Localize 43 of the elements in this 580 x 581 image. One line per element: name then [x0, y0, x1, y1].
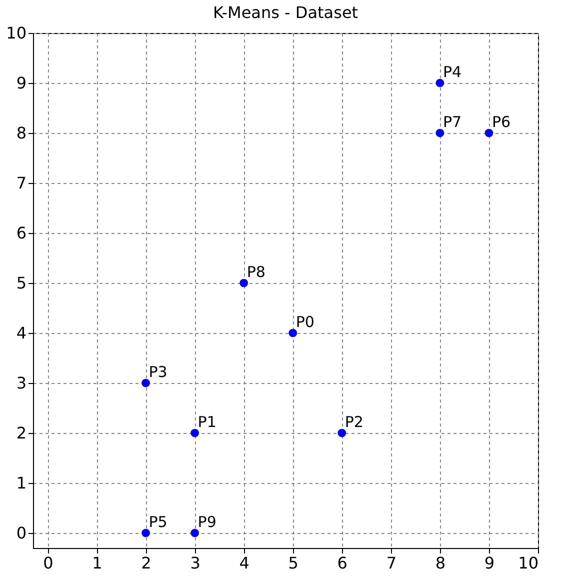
- x-tick-label: 5: [288, 554, 298, 572]
- point: [142, 528, 150, 538]
- y-tick-label: 2: [16, 424, 26, 442]
- y-tick-label: 4: [16, 324, 26, 342]
- annotation: P5: [148, 513, 168, 531]
- annotation: P4: [442, 63, 462, 81]
- annotation: P8: [246, 263, 266, 281]
- x-tick-label: 10: [518, 554, 538, 572]
- y-tick-label: 7: [16, 174, 26, 192]
- point: [288, 328, 298, 338]
- y-tick-label: 9: [16, 74, 26, 92]
- annotation: P2: [344, 413, 364, 431]
- x-tick-label: 0: [43, 554, 54, 572]
- point: [436, 128, 444, 138]
- x-tick-label: 2: [141, 554, 152, 572]
- x-tick-label: 8: [435, 554, 446, 572]
- point: [338, 428, 346, 438]
- annotation: P0: [296, 313, 314, 331]
- y-tick-label: 5: [16, 274, 26, 292]
- annotation: P3: [148, 363, 168, 381]
- x-tick-label: 1: [92, 554, 102, 572]
- y-tick-label: 3: [16, 374, 26, 392]
- y-tick-label: 6: [16, 224, 26, 242]
- annotation: P6: [492, 113, 511, 131]
- point: [484, 128, 494, 138]
- y-tick-label: 8: [16, 124, 26, 142]
- point: [190, 428, 199, 438]
- x-tick-label: 9: [484, 554, 495, 572]
- y-tick-label: 10: [6, 24, 26, 42]
- x-tick-label: 6: [337, 554, 348, 572]
- x-tick-label: 7: [386, 554, 397, 572]
- point: [436, 78, 444, 88]
- chart-title: K-Means - Dataset: [212, 3, 358, 22]
- x-tick-label: 4: [239, 554, 250, 572]
- y-tick-label: 0: [16, 524, 26, 542]
- x-tick-label: 3: [190, 554, 200, 572]
- annotation: P9: [198, 513, 216, 531]
- point: [142, 378, 150, 388]
- y-tick-label: 1: [16, 474, 26, 492]
- point: [240, 278, 248, 288]
- annotation: P7: [442, 113, 462, 131]
- point: [190, 528, 199, 538]
- annotation: P1: [198, 413, 216, 431]
